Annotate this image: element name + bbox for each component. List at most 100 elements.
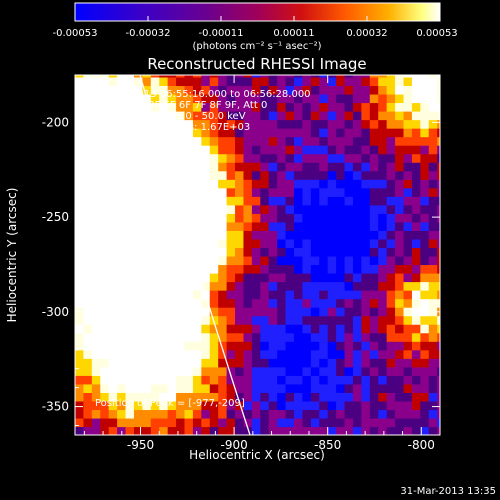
heatmap-cell xyxy=(260,93,270,104)
heatmap-cell xyxy=(327,162,337,172)
heatmap-cell xyxy=(150,298,160,308)
heatmap-cell xyxy=(403,102,413,112)
heatmap-cell xyxy=(226,298,236,308)
heatmap-cell xyxy=(361,273,371,283)
heatmap-cell xyxy=(428,102,438,112)
heatmap-cell xyxy=(395,128,405,138)
heatmap-cell xyxy=(344,383,354,393)
heatmap-cell xyxy=(226,170,236,180)
heatmap-cell xyxy=(235,145,245,155)
heatmap-cell xyxy=(209,213,219,223)
heatmap-cell xyxy=(294,298,304,308)
heatmap-cell xyxy=(226,349,236,359)
heatmap-cell xyxy=(192,366,202,376)
heatmap-cell xyxy=(243,204,253,214)
heatmap-cell xyxy=(108,187,118,197)
heatmap-cell xyxy=(336,85,346,95)
heatmap-cell xyxy=(192,409,202,419)
heatmap-cell xyxy=(150,213,160,223)
heatmap-cell xyxy=(100,383,110,393)
heatmap xyxy=(75,75,440,435)
heatmap-cell xyxy=(260,400,270,411)
heatmap-cell xyxy=(386,383,396,393)
heatmap-cell xyxy=(75,93,85,104)
heatmap-cell xyxy=(100,255,110,266)
heatmap-cell xyxy=(294,213,304,223)
heatmap-cell xyxy=(75,128,85,138)
heatmap-cell xyxy=(100,111,110,121)
heatmap-cell xyxy=(369,230,379,240)
heatmap-cell xyxy=(369,332,379,342)
heatmap-cell xyxy=(294,383,304,393)
heatmap-cell xyxy=(386,102,396,112)
heatmap-cell xyxy=(260,119,270,129)
heatmap-cell xyxy=(133,417,143,428)
heatmap-cell xyxy=(218,145,228,155)
heatmap-cell xyxy=(411,75,421,78)
heatmap-cell xyxy=(176,366,186,376)
heatmap-cell xyxy=(378,196,388,206)
heatmap-cell xyxy=(420,392,430,402)
heatmap-cell xyxy=(108,136,118,146)
heatmap-cell xyxy=(133,409,143,419)
heatmap-cell xyxy=(235,153,245,163)
heatmap-cell xyxy=(302,170,312,180)
heatmap-cell xyxy=(184,426,194,435)
heatmap-cell xyxy=(437,187,440,197)
heatmap-cell xyxy=(167,145,177,155)
heatmap-cell xyxy=(285,273,295,283)
heatmap-cell xyxy=(437,76,440,87)
heatmap-cell xyxy=(294,375,304,385)
heatmap-cell xyxy=(352,170,362,180)
heatmap-cell xyxy=(251,187,261,197)
heatmap-cell xyxy=(218,136,228,146)
heatmap-cell xyxy=(403,307,413,317)
heatmap-cell xyxy=(378,187,388,197)
heatmap-cell xyxy=(319,273,329,283)
heatmap-cell xyxy=(428,221,438,231)
heatmap-cell xyxy=(378,358,388,368)
heatmap-cell xyxy=(125,383,135,393)
heatmap-cell xyxy=(428,417,438,428)
heatmap-cell xyxy=(192,76,202,87)
heatmap-cell xyxy=(176,273,186,283)
heatmap-cell xyxy=(268,392,278,402)
heatmap-cell xyxy=(327,349,337,359)
heatmap-cell xyxy=(235,230,245,240)
heatmap-cell xyxy=(378,392,388,402)
heatmap-cell xyxy=(310,153,320,163)
heatmap-cell xyxy=(251,426,261,435)
heatmap-cell xyxy=(344,417,354,428)
heatmap-cell xyxy=(437,111,440,121)
heatmap-cell xyxy=(411,307,421,317)
heatmap-cell xyxy=(235,392,245,402)
heatmap-cell xyxy=(277,324,287,334)
heatmap-cell xyxy=(277,213,287,223)
heatmap-cell xyxy=(344,145,354,155)
heatmap-cell xyxy=(361,128,371,138)
heatmap-cell xyxy=(201,230,211,240)
heatmap-cell xyxy=(428,358,438,368)
heatmap-cell xyxy=(277,187,287,197)
heatmap-cell xyxy=(369,238,379,249)
heatmap-cell xyxy=(108,273,118,283)
heatmap-cell xyxy=(150,264,160,274)
heatmap-cell xyxy=(285,111,295,121)
heatmap-cell xyxy=(91,170,101,180)
heatmap-cell xyxy=(395,298,405,308)
heatmap-cell xyxy=(344,238,354,249)
heatmap-cell xyxy=(235,349,245,359)
heatmap-cell xyxy=(260,170,270,180)
heatmap-cell xyxy=(176,290,186,300)
heatmap-cell xyxy=(226,247,236,257)
heatmap-cell xyxy=(369,264,379,274)
heatmap-cell xyxy=(117,111,127,121)
heatmap-cell xyxy=(251,255,261,266)
heatmap-cell xyxy=(403,400,413,411)
heatmap-cell xyxy=(378,213,388,223)
heatmap-cell xyxy=(243,128,253,138)
heatmap-cell xyxy=(268,76,278,87)
heatmap-cell xyxy=(437,145,440,155)
heatmap-cell xyxy=(226,324,236,334)
heatmap-cell xyxy=(176,204,186,214)
